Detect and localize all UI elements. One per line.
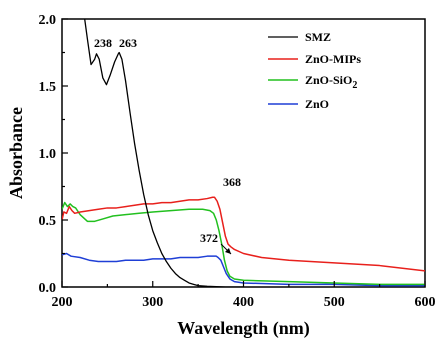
series-group (62, 19, 425, 287)
x-tick-label: 600 (415, 295, 436, 310)
legend-label-zno: ZnO (305, 97, 329, 111)
y-tick-label: 0.0 (39, 281, 57, 296)
ticks-layer (61, 18, 426, 288)
annotation-368: 368 (223, 175, 241, 189)
y-tick-label: 0.5 (39, 214, 57, 229)
annotation-372-arrow-head (225, 248, 231, 254)
legend-label-zno-sio2-sub: 2 (352, 80, 357, 91)
legend: SMZ ZnO-MIPs ZnO-SiO2 ZnO (268, 30, 361, 111)
series-line-zno (62, 252, 425, 287)
legend-label-zno-sio2: ZnO-SiO2 (305, 73, 357, 91)
y-tick-label: 2.0 (39, 13, 57, 28)
legend-label-smz: SMZ (305, 30, 331, 44)
annotation-263: 263 (119, 36, 137, 50)
x-tick-label: 500 (324, 295, 345, 310)
x-tick-label: 300 (142, 295, 163, 310)
series-line-zno-mips (62, 196, 425, 272)
x-tick-label: 400 (233, 295, 254, 310)
legend-label-zno-mips: ZnO-MIPs (305, 52, 361, 66)
x-tick-label: 200 (52, 295, 73, 310)
series-line-smz (84, 19, 244, 287)
y-tick-label: 1.5 (39, 80, 57, 95)
x-axis-title: Wavelength (nm) (177, 318, 310, 339)
series-line-zno-sio2 (62, 201, 425, 286)
annotation-372: 372 (200, 231, 218, 245)
y-tick-label: 1.0 (39, 147, 57, 162)
legend-label-zno-sio2-base: ZnO-SiO (305, 73, 352, 87)
annotation-238: 238 (94, 36, 112, 50)
y-axis-title: Absorbance (6, 107, 26, 199)
